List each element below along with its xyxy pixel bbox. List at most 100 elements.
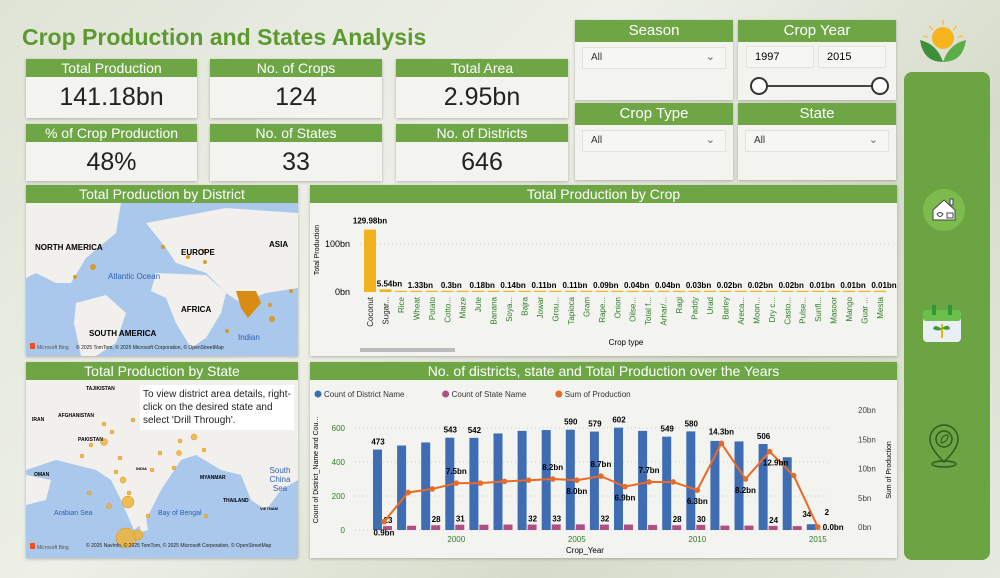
kpi-no-of-crops: No. of Crops 124	[210, 59, 382, 118]
state-dropdown[interactable]: All ⌄	[745, 130, 889, 152]
kpi-label: Total Area	[396, 59, 568, 77]
crop-type-value: All	[591, 135, 603, 146]
state-count-bar	[696, 524, 706, 530]
crop-year-start-input[interactable]: 1997	[746, 46, 814, 68]
crop-bar	[688, 290, 701, 292]
kpi-label: No. of Districts	[396, 124, 568, 142]
bar-data-label: 0.01bn	[871, 281, 896, 290]
y-tick-label: 400	[332, 458, 346, 467]
crop-type-dropdown[interactable]: All ⌄	[582, 130, 726, 152]
map-label: Indian	[238, 333, 260, 342]
year-start-handle[interactable]	[750, 77, 768, 95]
district-data-label: 590	[564, 418, 578, 427]
x-tick-label: Mango	[845, 296, 854, 321]
crop-bar	[503, 290, 516, 292]
bar-data-label: 0.03bn	[686, 281, 711, 290]
production-data-label: 6.9bn	[615, 494, 636, 503]
navigation-sidebar	[904, 72, 990, 560]
logo-sun-leaves-icon	[920, 20, 966, 62]
legend-marker	[442, 390, 450, 398]
production-data-label: 7.5bn	[446, 467, 467, 476]
y-tick-label: 100bn	[325, 239, 350, 249]
district-count-bar	[806, 524, 816, 530]
production-point	[622, 483, 628, 490]
x-tick-label: 2000	[447, 535, 465, 544]
horizontal-scrollbar[interactable]	[360, 348, 455, 352]
production-data-label: 6.3bn	[687, 497, 708, 506]
y2-tick-label: 15bn	[858, 435, 876, 444]
state-count-bar	[792, 526, 802, 530]
state-map-title: Total Production by State	[26, 362, 298, 380]
calendar-nav-button[interactable]	[921, 302, 963, 344]
y-tick-label: 0bn	[335, 287, 350, 297]
kpi-value: 141.18bn	[59, 83, 164, 111]
y-axis-label: Total Production	[314, 225, 321, 275]
district-map-visual: Total Production by District NORTH AMERI…	[26, 185, 298, 356]
district-count-bar	[686, 431, 696, 530]
crop-bar	[487, 290, 500, 292]
map-label: South China Sea	[269, 466, 291, 493]
x-tick-label: Arhar/...	[660, 297, 669, 325]
production-point	[790, 472, 797, 479]
state-data-label: 28	[432, 515, 441, 524]
bing-logo-icon	[30, 343, 35, 349]
crop-bar	[580, 290, 593, 292]
map-label: IRAN	[32, 417, 45, 423]
crop-production-chart: Total Production by Crop	[310, 185, 897, 356]
production-point	[501, 478, 508, 485]
season-slicer: Season All ⌄	[575, 20, 733, 100]
kpi-value: 646	[461, 148, 503, 176]
crop-bar	[781, 290, 794, 292]
production-point	[405, 489, 411, 496]
kpi-total-production: Total Production 141.18bn	[26, 59, 197, 118]
bar-data-label: 0.04bn	[655, 281, 680, 290]
season-dropdown[interactable]: All ⌄	[582, 47, 726, 69]
district-count-bar	[638, 430, 648, 530]
bar-data-label: 0.02bn	[748, 281, 773, 290]
x-tick-label: Gram	[582, 297, 591, 317]
crop-bar	[657, 290, 670, 292]
x-tick-label: Mesta	[876, 296, 885, 318]
district-count-bar	[710, 440, 720, 530]
state-data-label: 2	[825, 508, 830, 517]
season-slicer-title: Season	[575, 20, 733, 42]
production-data-label: 8.7bn	[590, 460, 611, 469]
x-tick-label: Ragi	[675, 297, 684, 314]
map-attribution[interactable]: © 2025 TomTom, © 2025 Microsoft Corporat…	[76, 344, 224, 351]
production-data-label: 8.2bn	[542, 463, 563, 472]
state-count-bar	[744, 525, 754, 530]
x-tick-label: Rape...	[598, 297, 607, 323]
map-label: VIETNAM	[260, 506, 279, 511]
state-count-bar	[768, 525, 778, 530]
crop-bar	[534, 290, 546, 292]
crop-bar	[843, 290, 856, 292]
state-data-label: 23	[384, 516, 393, 525]
production-point	[429, 486, 436, 492]
production-point	[670, 479, 676, 485]
home-nav-button[interactable]	[923, 189, 965, 231]
crop-bar	[394, 290, 407, 292]
bar-data-label: 0.01bn	[810, 281, 835, 290]
crop-type-slicer-title: Crop Type	[575, 103, 733, 125]
state-data-label: 30	[697, 515, 706, 524]
crop-year-end-input[interactable]: 2015	[818, 46, 886, 68]
district-count-bar	[734, 441, 744, 530]
crop-bar	[564, 290, 577, 292]
production-data-label: 12.9bn	[763, 459, 788, 468]
legend-label: Count of State Name	[452, 390, 527, 399]
location-nav-button[interactable]	[924, 424, 964, 470]
district-count-bar	[421, 442, 431, 530]
x-axis-label: Crop_Year	[566, 546, 604, 555]
x-tick-label: Oilse...	[629, 297, 638, 322]
bar-data-label: 0.11bn	[562, 281, 587, 290]
crop-chart-title: Total Production by Crop	[310, 185, 897, 203]
kpi-value: 2.95bn	[443, 83, 521, 111]
kpi-crop-production-pct: % of Crop Production 48%	[26, 124, 197, 181]
production-point	[742, 476, 749, 482]
bar-data-label: 1.33bn	[408, 281, 433, 290]
world-map[interactable]: NORTH AMERICA EUROPE ASIA Atlantic Ocean…	[26, 203, 298, 356]
crop-bar	[874, 290, 886, 292]
kpi-no-of-states: No. of States 33	[210, 124, 382, 181]
map-attribution[interactable]: © 2025 NavInfo, © 2025 TomTom, © 2025 Mi…	[86, 542, 272, 549]
year-end-handle[interactable]	[871, 77, 889, 95]
